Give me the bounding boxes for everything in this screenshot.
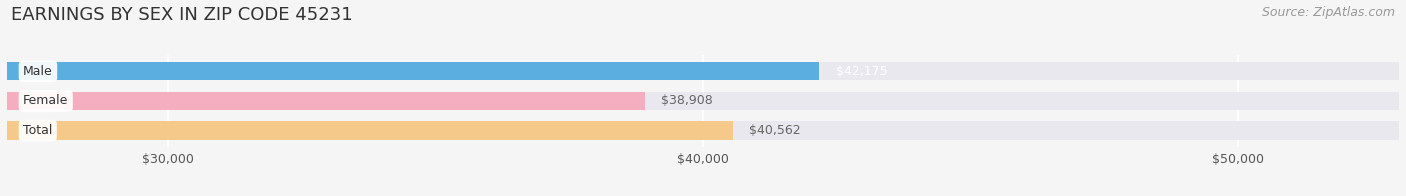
Text: Source: ZipAtlas.com: Source: ZipAtlas.com — [1261, 6, 1395, 19]
Bar — [7, 92, 644, 110]
Text: $42,175: $42,175 — [835, 65, 887, 78]
Bar — [7, 62, 820, 80]
Text: $40,562: $40,562 — [749, 124, 801, 137]
Text: EARNINGS BY SEX IN ZIP CODE 45231: EARNINGS BY SEX IN ZIP CODE 45231 — [11, 6, 353, 24]
Bar — [7, 62, 1399, 80]
Text: $38,908: $38,908 — [661, 94, 713, 107]
Bar — [7, 122, 733, 140]
Bar — [7, 92, 1399, 110]
Bar — [7, 122, 1399, 140]
Text: Total: Total — [22, 124, 52, 137]
Text: Female: Female — [22, 94, 69, 107]
Text: Male: Male — [22, 65, 53, 78]
